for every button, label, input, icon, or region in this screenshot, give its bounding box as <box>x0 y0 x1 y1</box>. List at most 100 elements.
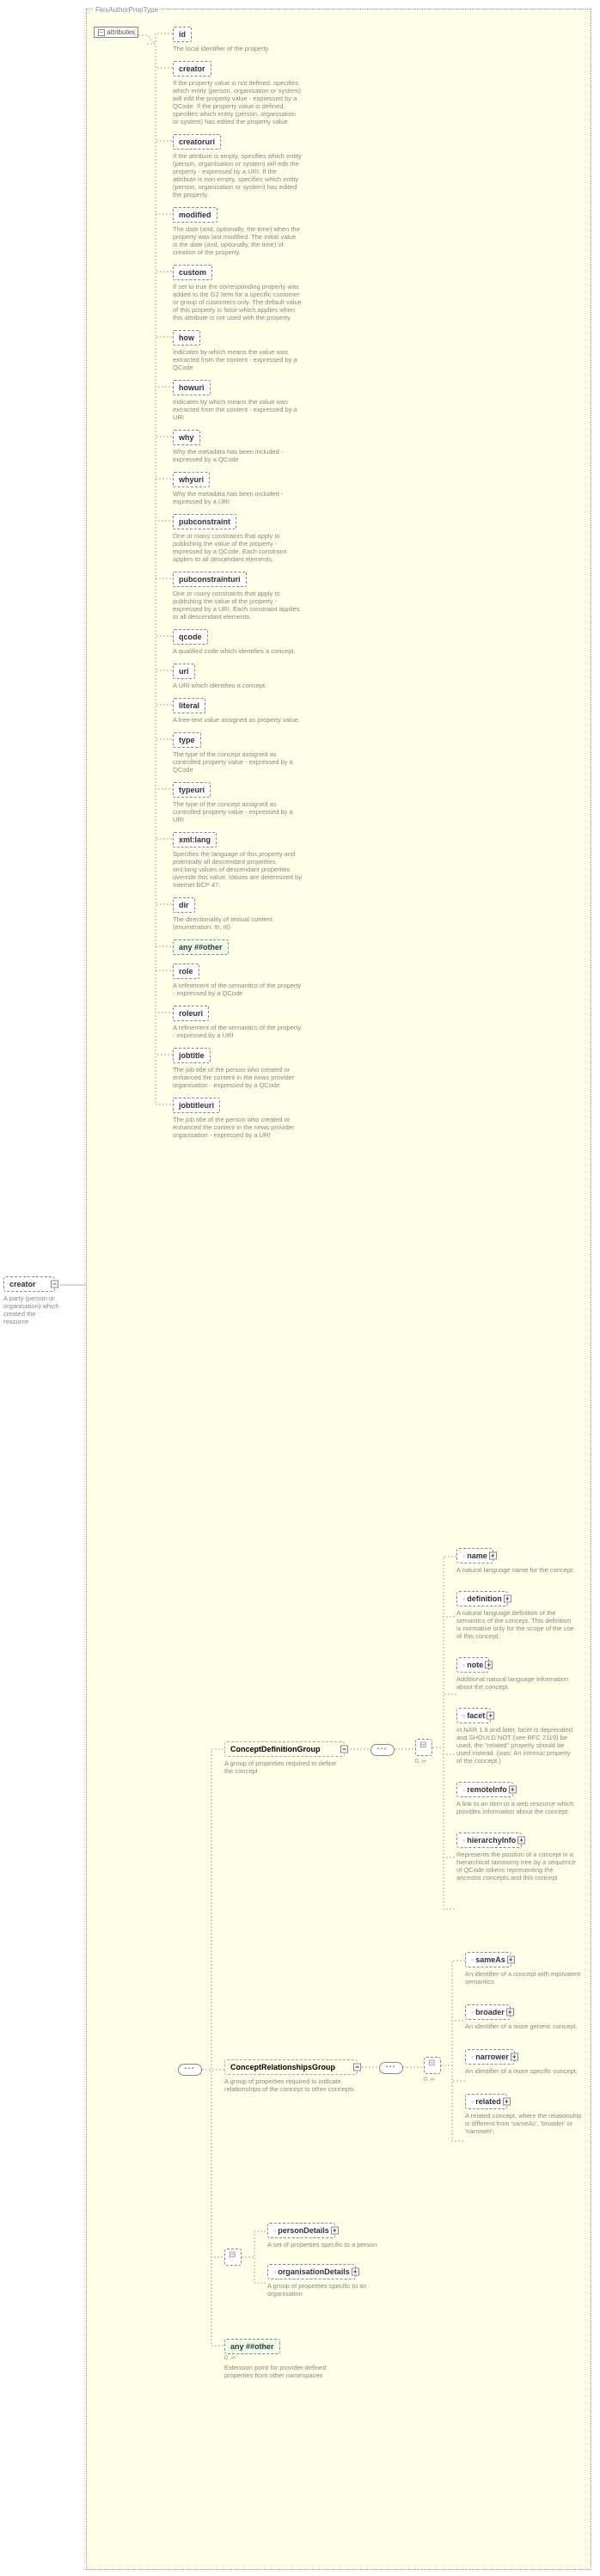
minus-icon: − <box>340 1746 348 1753</box>
child-remoteInfo: ▫remoteInfo+A link to an item or a web r… <box>456 1782 585 1815</box>
attribute-anyother: any ##other <box>173 939 310 955</box>
attribute-pubconstrainturi: pubconstrainturiOne or many constraints … <box>173 572 310 621</box>
attr-box: custom <box>173 265 212 280</box>
sequence-icon <box>379 2062 403 2074</box>
element-label: personDetails <box>278 2226 329 2235</box>
child-hierarchyInfo: ▫hierarchyInfo+Represents the position o… <box>456 1833 585 1882</box>
element-badge-icon: ▫ <box>462 1711 465 1720</box>
crg-choice: 0..∞ <box>424 2057 441 2083</box>
attr-box: role <box>173 964 199 979</box>
attr-box: modified <box>173 207 217 223</box>
creator-label: creator <box>9 1280 36 1288</box>
attribute-why: why Why the metadata has been included - … <box>173 430 310 463</box>
attribute-type: typeThe type of the concept assigned as … <box>173 732 310 774</box>
detail-choice <box>224 2249 242 2267</box>
plus-icon: + <box>507 1956 515 1964</box>
attribute-howuri: howuri Indicates by which means the value… <box>173 380 310 421</box>
element-box: ▫name+ <box>456 1548 493 1563</box>
attr-box: jobtitle <box>173 1048 211 1063</box>
attr-desc: If the attribute is empty, specifies whi… <box>173 152 302 199</box>
element-badge-icon: ▫ <box>273 2267 276 2276</box>
attribute-roleuri: roleuri A refinement of the semantics of … <box>173 1006 310 1039</box>
connector-lines <box>87 9 592 2571</box>
plus-icon: + <box>487 1712 494 1720</box>
element-box: ▫narrower+ <box>465 2049 515 2065</box>
element-label: related <box>475 2097 501 2106</box>
element-desc: An identifier of a more specific concept… <box>465 2067 585 2075</box>
attributes-column: id The local identifier of the property. c… <box>173 27 310 1147</box>
plus-icon: + <box>331 2227 339 2235</box>
attribute-xmllang: xml:langSpecifies the language of this p… <box>173 832 310 889</box>
attr-desc: The job title of the person who created … <box>173 1116 302 1139</box>
attributes-box: − attributes <box>94 27 138 38</box>
plus-icon: + <box>503 2098 511 2106</box>
attr-desc: One or many constraints that apply to pu… <box>173 590 302 621</box>
element-badge-icon: ▫ <box>462 1785 465 1794</box>
attr-desc: A refinement of the semantics of the pro… <box>173 1024 302 1039</box>
attr-desc: The type of the concept assigned as cont… <box>173 800 302 823</box>
child-personDetails: ▫personDetails+A set of properties speci… <box>267 2223 405 2249</box>
attr-desc: Indicates by which means the value was e… <box>173 398 302 421</box>
element-label: sameAs <box>475 1955 505 1964</box>
attr-desc: The job title of the person who created … <box>173 1066 302 1089</box>
plus-icon: + <box>485 1661 493 1669</box>
attr-box: id <box>173 27 192 42</box>
attr-box: dir <box>173 897 195 913</box>
attribute-jobtitleuri: jobtitleuri The job title of the person w… <box>173 1098 310 1139</box>
attribute-typeuri: typeuri The type of the concept assigned … <box>173 782 310 823</box>
element-box: ▫organisationDetails+ <box>267 2264 356 2279</box>
child-note: ▫note+Additional natural language inform… <box>456 1657 585 1691</box>
element-box: ▫related+ <box>465 2094 507 2109</box>
attribute-custom: customIf set to true the corresponding p… <box>173 265 310 321</box>
attribute-dir: dirThe directionality of textual content… <box>173 897 310 931</box>
attr-box: jobtitleuri <box>173 1098 220 1113</box>
attr-box: creator <box>173 61 211 76</box>
type-title: FlexAuthorPropType <box>94 6 160 14</box>
attr-desc: Why the metadata has been included - exp… <box>173 490 302 505</box>
element-badge-icon: ▫ <box>471 2097 474 2106</box>
crg-label: ConceptRelationshipsGroup <box>230 2063 335 2071</box>
attribute-qcode: qcodeA qualified code which identifies a… <box>173 629 310 655</box>
attribute-uri: uriA URI which identifies a concept. <box>173 664 310 689</box>
element-label: broader <box>475 2008 505 2016</box>
attr-box: pubconstraint <box>173 514 236 529</box>
element-box: ▫note+ <box>456 1657 489 1673</box>
plus-icon: + <box>352 2268 359 2276</box>
attribute-creator: creator If the property value is not defi… <box>173 61 310 125</box>
element-box: ▫personDetails+ <box>267 2223 335 2238</box>
attribute-modified: modifiedThe date (and, optionally, the t… <box>173 207 310 256</box>
any-other-label: any ##other <box>230 2342 274 2351</box>
attributes-label: − attributes <box>94 27 138 38</box>
attribute-jobtitle: jobtitle The job title of the person who … <box>173 1048 310 1089</box>
attr-desc: If the property value is not defined, sp… <box>173 79 302 125</box>
element-desc: A natural language name for the concept. <box>456 1566 577 1574</box>
attr-desc: The local identifier of the property. <box>173 45 302 52</box>
element-box: ▫sameAs+ <box>465 1952 511 1967</box>
cdg-desc: A group of properties required to define… <box>224 1759 345 1775</box>
crg-desc: A group of properties required to indica… <box>224 2077 358 2093</box>
attr-box: literal <box>173 698 205 713</box>
attr-desc: One or many constraints that apply to pu… <box>173 532 302 563</box>
any-other-occurs: 0..∞ <box>224 2355 345 2361</box>
attr-box: typeuri <box>173 782 211 798</box>
element-box: ▫definition+ <box>456 1591 508 1606</box>
concept-definition-group: ConceptDefinitionGroup − A group of prop… <box>224 1741 353 1775</box>
attribute-how: howIndicates by which means the value wa… <box>173 330 310 371</box>
element-desc: A group of properties specific to an org… <box>267 2282 388 2298</box>
minus-icon: − <box>51 1281 58 1288</box>
attr-desc: Why the metadata has been included - exp… <box>173 448 302 463</box>
root-element: creator − A party (person or organisatio… <box>3 1276 64 1325</box>
element-desc: A link to an item or a web resource whic… <box>456 1800 577 1815</box>
any-other-element: any ##other 0..∞ Extension point for pro… <box>224 2339 345 2379</box>
attr-box: roleuri <box>173 1006 209 1021</box>
attr-box: howuri <box>173 380 211 395</box>
attr-box: why <box>173 430 200 445</box>
occurs-label: 0..∞ <box>424 2077 441 2083</box>
attr-desc: Specifies the language of this property … <box>173 850 302 889</box>
element-desc: A natural language definition of the sem… <box>456 1609 577 1640</box>
plus-icon: + <box>509 1786 517 1794</box>
cdg-label: ConceptDefinitionGroup <box>230 1745 321 1753</box>
attr-desc: A URI which identifies a concept. <box>173 682 302 689</box>
choice-icon <box>415 1739 432 1756</box>
element-badge-icon: ▫ <box>462 1594 465 1603</box>
